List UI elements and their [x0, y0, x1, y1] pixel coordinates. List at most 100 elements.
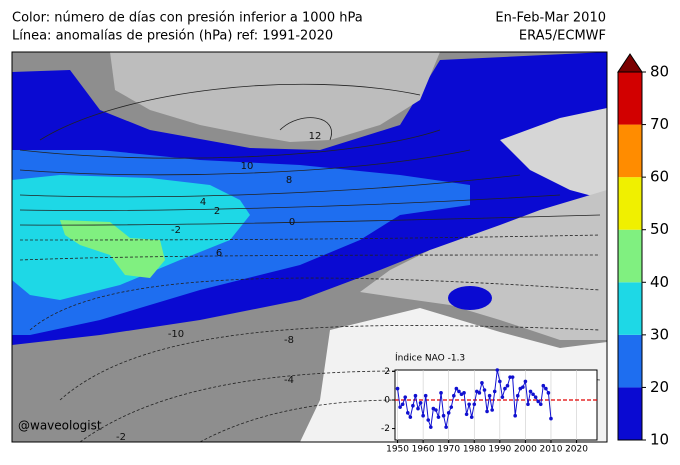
- colorbar-segment: [618, 229, 642, 283]
- scandinavia: [500, 108, 607, 200]
- x-tick-label: 2000: [514, 445, 537, 455]
- nao-point: [446, 411, 451, 415]
- x-tick-label: 1990: [488, 445, 511, 455]
- region-max: [60, 220, 165, 278]
- colorbar-tick-label: 50: [650, 220, 669, 238]
- nao-point: [503, 386, 507, 391]
- credit: @waveologist: [18, 419, 102, 433]
- contour-label: 4: [200, 197, 206, 208]
- colorbar-segment: [618, 334, 642, 388]
- y-tick-label: 2: [384, 367, 390, 377]
- contour: [19, 149, 471, 176]
- nao-point: [469, 415, 474, 419]
- map: [12, 52, 607, 442]
- nao-point: [439, 391, 443, 395]
- nao-point: [528, 389, 533, 394]
- colorbar-segment: [618, 177, 642, 230]
- x-tick-label: 2020: [565, 445, 588, 455]
- contour-label: -2: [171, 225, 181, 236]
- nao-point: [441, 413, 446, 418]
- colorbar-frame: [617, 71, 643, 441]
- nao-point: [403, 395, 408, 399]
- x-tick-label: 1950: [386, 445, 409, 455]
- x-tick-label: 1970: [437, 445, 460, 455]
- nao-point: [487, 393, 492, 398]
- nao-point: [398, 405, 402, 409]
- contour: [199, 399, 401, 442]
- nao-point: [523, 379, 528, 384]
- contour-label: -8: [284, 335, 294, 346]
- nao-point: [513, 413, 517, 418]
- nao-point: [482, 388, 487, 392]
- nao-point: [416, 406, 420, 411]
- nao-point: [533, 395, 538, 399]
- x-tick-label: 2010: [540, 445, 563, 455]
- colorbar-segment: [618, 387, 642, 440]
- nao-point: [477, 391, 482, 395]
- contour-label: -4: [284, 375, 294, 386]
- region-high: [12, 175, 250, 300]
- nao-point: [413, 393, 418, 398]
- nao-point: [521, 385, 525, 389]
- nao-point: [472, 402, 477, 407]
- nao-point: [515, 393, 520, 398]
- nao-point: [495, 368, 500, 372]
- greenland: [110, 52, 440, 142]
- y-tick-label: -2: [381, 424, 390, 434]
- inset-title: Índice NAO -1.3: [395, 352, 465, 364]
- nao-point: [490, 408, 494, 412]
- nao-point: [405, 411, 410, 415]
- nao-point: [508, 375, 512, 379]
- colorbar-tick-label: 60: [650, 168, 669, 186]
- nao-point: [400, 402, 405, 407]
- nao-point: [457, 389, 461, 394]
- contour: [279, 117, 332, 141]
- europe: [360, 190, 607, 340]
- nao-point: [480, 381, 484, 385]
- nao-point: [454, 386, 459, 391]
- colorbar-segment: [618, 282, 642, 335]
- contour: [19, 234, 601, 241]
- nao-point: [421, 413, 425, 418]
- nao-point: [428, 425, 433, 429]
- nao-point: [467, 402, 471, 407]
- nao-point: [426, 418, 431, 422]
- contour-label: 12: [309, 131, 322, 142]
- colorbar-segment: [618, 72, 642, 125]
- contour: [19, 174, 521, 198]
- y-tick-label: 0: [384, 396, 390, 406]
- nao-point: [498, 379, 502, 384]
- nao-point: [500, 395, 505, 399]
- contour-label: -2: [116, 432, 126, 443]
- nao-point: [434, 408, 438, 412]
- x-tick-label: 1960: [412, 445, 435, 455]
- contour: [19, 194, 561, 211]
- contour-label: 0: [289, 217, 295, 228]
- nao-point: [423, 393, 428, 398]
- contour-label: -10: [168, 329, 184, 340]
- nao-point: [449, 405, 454, 409]
- nao-point: [510, 375, 515, 379]
- colorbar-tick-label: 40: [650, 273, 669, 291]
- contour-label: 8: [286, 175, 292, 186]
- nao-point: [395, 386, 400, 391]
- contour: [19, 254, 601, 261]
- contour: [79, 370, 601, 442]
- contour-label: 2: [214, 206, 220, 217]
- source: ERA5/ECMWF: [519, 29, 606, 44]
- title-line1: Color: número de días con presión inferi…: [12, 11, 363, 26]
- nao-point: [538, 402, 543, 407]
- nao-point: [408, 415, 413, 419]
- nao-point: [505, 383, 510, 388]
- nao-point: [549, 416, 553, 421]
- nao-point: [492, 389, 497, 394]
- map-frame: [11, 51, 608, 443]
- nao-point: [411, 403, 415, 408]
- nao-point: [531, 392, 535, 397]
- title-line2: Línea: anomalías de presión (hPa) ref: 1…: [12, 29, 333, 44]
- contour: [39, 83, 421, 141]
- colorbar-tick-label: 70: [650, 115, 669, 133]
- nao-point: [436, 415, 441, 419]
- contour-label: 6: [216, 248, 222, 259]
